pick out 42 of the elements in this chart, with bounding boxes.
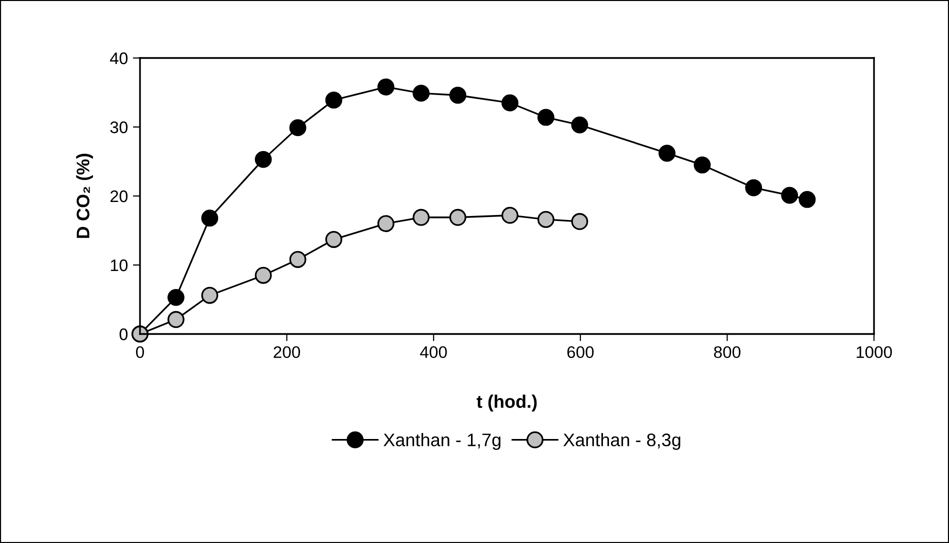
x-tick-label: 600 [567,346,594,358]
y-tick-label: 40 [110,52,128,64]
point [449,208,466,226]
point [254,266,272,284]
point [694,156,711,174]
x-tick-label: 0 [136,346,144,358]
point [325,92,342,109]
legend-label: Xanthan - 1,7g [384,433,500,450]
point [501,94,518,112]
point [167,288,184,306]
y-tick-label: 0 [120,328,128,340]
point [571,116,588,134]
point [377,215,394,232]
point [449,86,466,104]
point [745,179,762,196]
x-tick-label: 200 [274,346,300,358]
x-tick-label: 400 [420,346,447,358]
y-tick-label: 30 [110,121,128,134]
point [201,210,218,227]
point [254,150,272,168]
x-axis-title: t (hod.) [476,394,537,412]
point [412,208,430,226]
y-axis-title: D CO₂ (%) [76,154,93,238]
point [537,108,554,126]
point [781,186,798,204]
point [201,286,218,304]
y-tick-label: 20 [110,190,128,202]
point [501,206,518,224]
point [412,84,430,102]
point [658,144,676,162]
point [325,230,342,248]
legend-label: Xanthan - 8,3g [563,433,680,450]
point [289,251,306,268]
point [798,190,816,208]
y-tick-label: 10 [110,259,128,272]
x-tick-label: 800 [714,346,740,358]
x-tick-label: 1000 [856,346,892,358]
point [571,213,588,230]
point [537,210,554,228]
point [289,119,306,136]
point [377,78,394,96]
point [167,311,184,328]
